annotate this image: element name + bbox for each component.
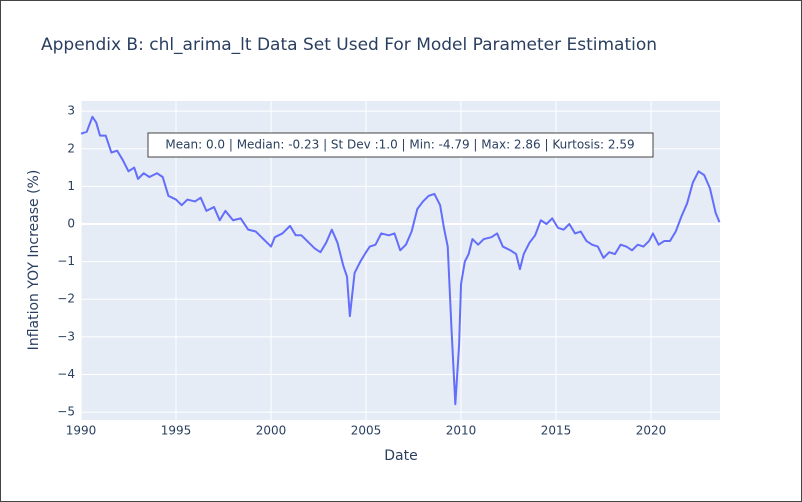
x-tick-label: 2000 — [256, 424, 287, 438]
y-tick-label: −2 — [57, 292, 75, 306]
y-axis-label: Inflation YOY Increase (%) — [26, 170, 42, 351]
x-tick-label: 2010 — [446, 424, 477, 438]
chart-title: Appendix B: chl_arima_lt Data Set Used F… — [41, 35, 657, 55]
x-tick-label: 2020 — [636, 424, 667, 438]
y-tick-label: −5 — [57, 405, 75, 419]
x-tick-label: 1990 — [66, 424, 97, 438]
x-tick-label: 2015 — [541, 424, 572, 438]
x-tick-label: 1995 — [161, 424, 192, 438]
annotation: Mean: 0.0 | Median: -0.23 | St Dev :1.0 … — [165, 138, 634, 152]
y-tick-label: 2 — [67, 141, 75, 155]
y-tick-label: −3 — [57, 329, 75, 343]
line — [80, 115, 721, 406]
annotation-box — [147, 132, 654, 158]
y-tick-label: −1 — [57, 254, 75, 268]
y-tick-label: 3 — [67, 104, 75, 118]
x-axis-label: Date — [384, 448, 417, 464]
x-tick-label: 2005 — [351, 424, 382, 438]
y-tick-label: 1 — [67, 179, 75, 193]
y-tick-label: −4 — [57, 367, 75, 381]
y-tick-label: 0 — [67, 217, 75, 231]
